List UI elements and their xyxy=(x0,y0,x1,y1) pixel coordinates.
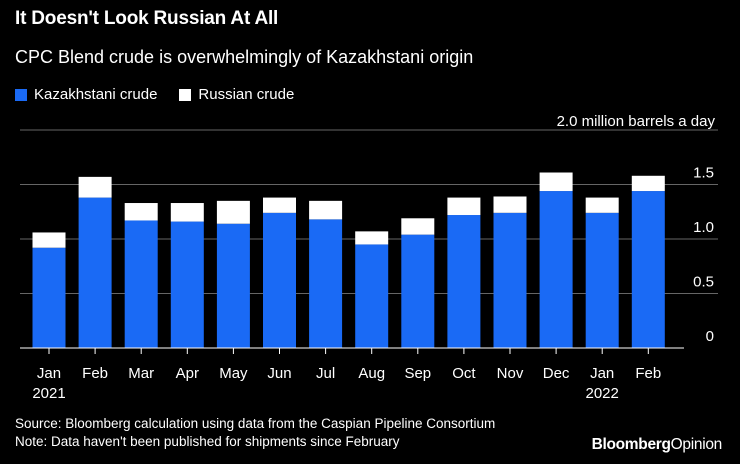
bar-kazakhstani xyxy=(216,223,250,348)
y-axis-unit-label: 2.0 million barrels a day xyxy=(556,113,715,130)
bar-kazakhstani xyxy=(32,247,66,348)
brand-name: Bloomberg xyxy=(591,436,671,453)
x-tick-label: Mar xyxy=(128,365,154,382)
bar-russian xyxy=(631,175,665,192)
x-tick-label: Jun xyxy=(267,365,291,382)
bar-russian xyxy=(585,197,619,213)
brand-suffix: Opinion xyxy=(670,436,723,453)
source-note: Source: Bloomberg calculation using data… xyxy=(15,416,496,431)
x-tick-label: Oct xyxy=(452,365,476,382)
bar-kazakhstani xyxy=(78,197,112,348)
x-tick-label: Jul xyxy=(316,365,335,382)
y-tick-label: 1.5 xyxy=(693,165,714,182)
y-tick-label: 1.0 xyxy=(693,219,714,236)
footer: Source: Bloomberg calculation using data… xyxy=(15,415,495,451)
bar-kazakhstani xyxy=(124,220,158,348)
chart-subtitle: CPC Blend crude is overwhelmingly of Kaz… xyxy=(15,47,474,67)
bar-kazakhstani xyxy=(585,212,619,348)
bar-russian xyxy=(216,200,250,224)
brand-logo: BloombergOpinion xyxy=(591,436,723,454)
legend-label-kazakhstani: Kazakhstani crude xyxy=(34,86,158,103)
bar-kazakhstani xyxy=(170,221,204,348)
x-tick-label: Jan xyxy=(37,365,61,382)
legend-item-russian: Russian crude xyxy=(179,86,294,103)
x-tick-label: Apr xyxy=(176,365,199,382)
x-tick-label: May xyxy=(219,365,248,382)
bar-russian xyxy=(263,197,296,213)
x-year-label: 2021 xyxy=(32,385,65,402)
legend: Kazakhstani crude Russian crude xyxy=(15,86,316,103)
bar-kazakhstani xyxy=(401,234,435,348)
bar-russian xyxy=(355,231,389,245)
bar-kazakhstani xyxy=(355,244,389,348)
legend-swatch-russian xyxy=(179,88,192,101)
x-year-label: 2022 xyxy=(586,385,619,402)
x-tick-label: Feb xyxy=(82,365,108,382)
bar-russian xyxy=(32,232,66,248)
bar-kazakhstani xyxy=(539,191,573,348)
legend-label-russian: Russian crude xyxy=(198,86,295,103)
x-tick-label: Feb xyxy=(635,365,661,382)
bar-russian xyxy=(401,218,435,235)
x-tick-label: Jan xyxy=(590,365,614,382)
y-tick-label: 0.5 xyxy=(693,274,714,291)
bar-kazakhstani xyxy=(493,212,527,348)
bar-kazakhstani xyxy=(631,191,665,348)
x-tick-label: Aug xyxy=(358,365,385,382)
bar-kazakhstani xyxy=(447,215,481,348)
x-tick-label: Sep xyxy=(404,365,431,382)
bar-russian xyxy=(124,203,158,221)
bar-russian xyxy=(539,172,573,192)
bar-russian xyxy=(170,203,204,222)
x-tick-label: Dec xyxy=(543,365,570,382)
bar-russian xyxy=(447,197,481,216)
chart-title: It Doesn't Look Russian At All xyxy=(15,8,279,29)
data-note: Note: Data haven't been published for sh… xyxy=(15,434,400,449)
bar-russian xyxy=(78,176,112,198)
bar-kazakhstani xyxy=(263,212,296,348)
x-tick-label: Nov xyxy=(497,365,524,382)
legend-item-kazakhstani: Kazakhstani crude xyxy=(15,86,157,103)
bar-russian xyxy=(493,196,527,213)
legend-swatch-kazakhstani xyxy=(15,88,27,101)
y-tick-label: 0 xyxy=(706,328,714,345)
bar-kazakhstani xyxy=(309,219,343,348)
bar-russian xyxy=(309,200,343,220)
